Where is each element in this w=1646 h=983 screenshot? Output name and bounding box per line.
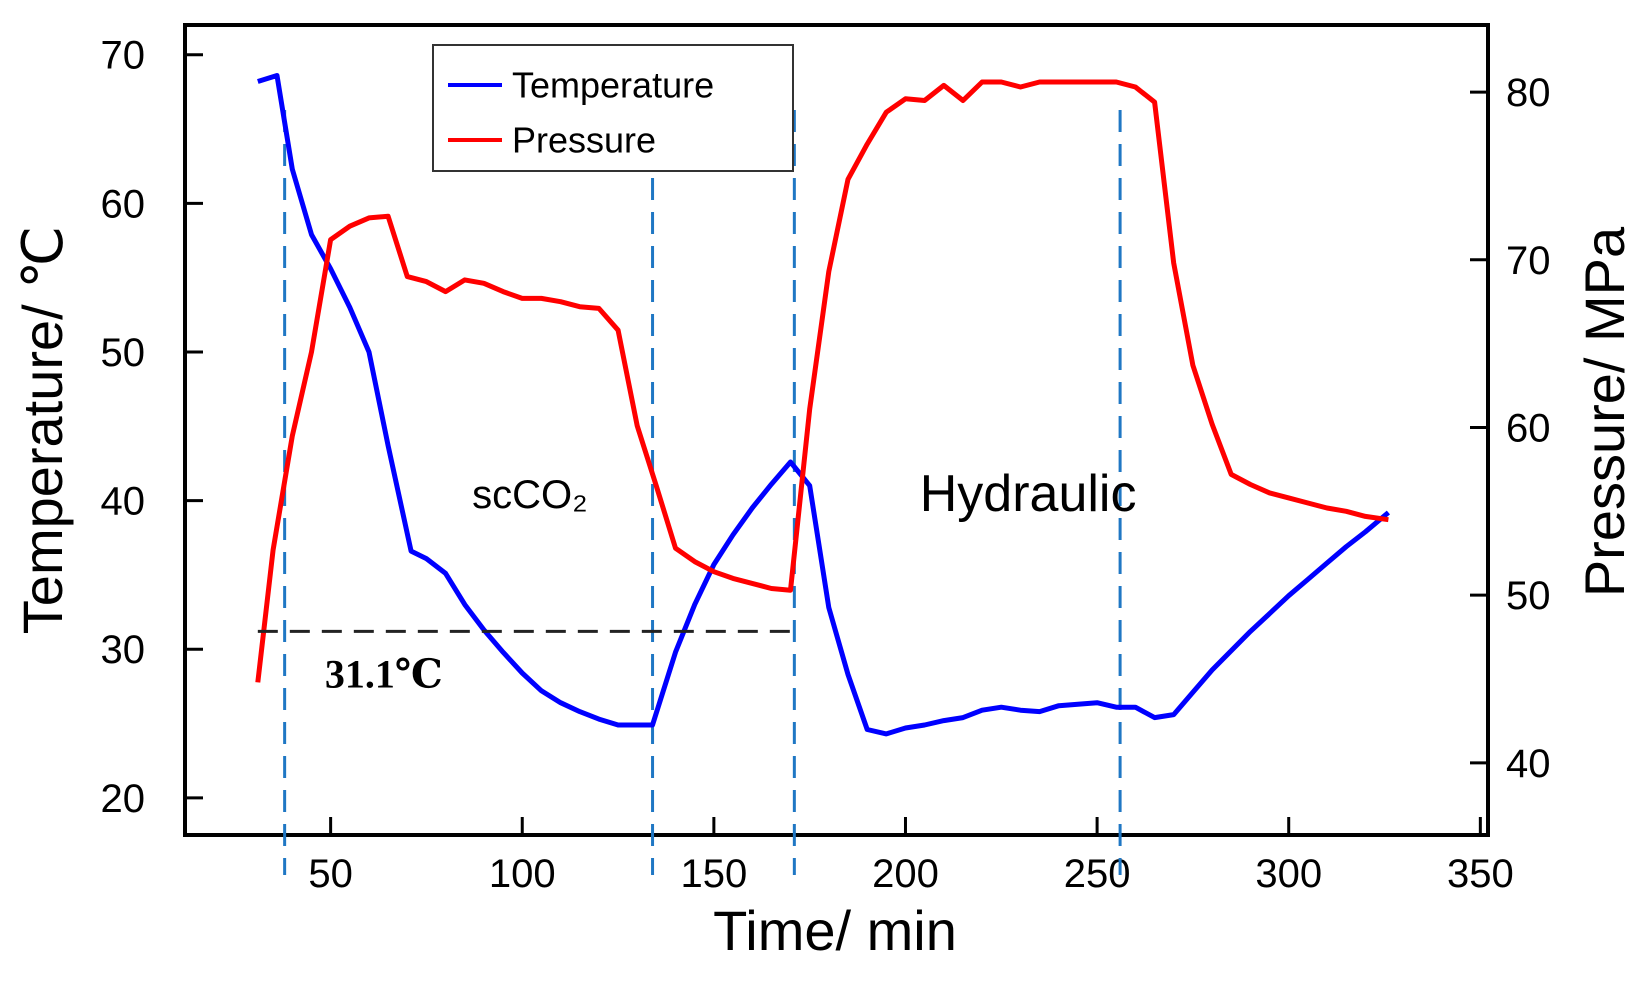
- series-layer: [255, 73, 1391, 737]
- y-left-tick-label: 30: [101, 628, 146, 672]
- x-tick-label: 300: [1255, 852, 1322, 896]
- x-tick-label: 50: [308, 852, 353, 896]
- x-tick-label: 100: [489, 852, 556, 896]
- pressure-series-line: [255, 79, 1389, 683]
- legend-box: [432, 44, 794, 172]
- temperature-series-line: [257, 73, 1391, 737]
- y-right-tick-label: 40: [1506, 742, 1551, 786]
- y-left-tick-label: 50: [101, 331, 146, 375]
- annotation-hydraulic: Hydraulic: [920, 465, 1137, 523]
- critical-temperature-label: 31.1℃: [325, 651, 443, 696]
- y-left-tick-label: 40: [101, 480, 146, 524]
- legend-pressure-label: Pressure: [512, 120, 656, 161]
- legend: Temperature Pressure: [432, 44, 794, 172]
- y-right-tick-label: 80: [1506, 71, 1551, 115]
- y-right-tick-label: 50: [1506, 574, 1551, 618]
- y-left-tick-label: 70: [101, 34, 146, 78]
- y-left-tick-label: 60: [101, 182, 146, 226]
- annotation-scco2: scCO₂: [472, 473, 588, 517]
- y-right-axis-label: Pressure/ MPa: [1573, 226, 1636, 597]
- y-right-tick-label: 70: [1506, 239, 1551, 283]
- y-left-axis-label: Temperature/ ℃: [11, 226, 74, 634]
- y-right-tick-label: 60: [1506, 406, 1551, 450]
- bottom-axis-ticks: 50 100 150 200 250 300 350: [308, 817, 1514, 896]
- right-axis-ticks: 40 50 60 70 80: [1470, 71, 1551, 786]
- x-tick-label: 150: [680, 852, 747, 896]
- x-axis-label: Time/ min: [713, 899, 957, 962]
- x-tick-label: 350: [1447, 852, 1514, 896]
- x-tick-label: 200: [872, 852, 939, 896]
- plot-frame: [183, 23, 1490, 837]
- y-left-tick-label: 20: [101, 777, 146, 821]
- left-axis-ticks: 20 30 40 50 60 70: [101, 34, 203, 821]
- legend-temperature-label: Temperature: [512, 65, 714, 106]
